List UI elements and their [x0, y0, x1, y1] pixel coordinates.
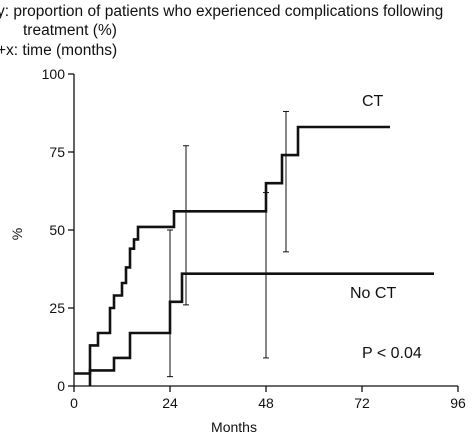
caption-y-line-cont: treatment (%): [23, 22, 117, 39]
y-tick-label: 75: [49, 144, 65, 160]
error-bar: [283, 110, 289, 253]
series-label-no-ct: No CT: [350, 285, 396, 302]
error-bar: [183, 145, 189, 306]
y-tick-label: 50: [49, 222, 65, 238]
x-tick-label: 0: [70, 395, 78, 411]
y-axis-ticks: 0 25 50 75 100: [42, 66, 74, 394]
series-line-no-ct: [88, 272, 434, 386]
x-tick-label: 48: [258, 395, 274, 411]
y-tick-label: 0: [57, 378, 65, 394]
x-axis-ticks: 0 24 48 72 96: [70, 386, 466, 411]
y-tick-label: 25: [49, 300, 65, 316]
series-line-ct: [74, 125, 390, 375]
series-layer: [74, 125, 434, 386]
x-tick-label: 72: [354, 395, 370, 411]
error-bars: [167, 110, 289, 378]
y-tick-label: 100: [42, 66, 66, 82]
caption-y-line: y: proportion of patients who experience…: [0, 3, 443, 20]
error-bar: [263, 192, 269, 359]
x-axis-title: Months: [211, 419, 257, 435]
x-tick-label: 96: [450, 395, 466, 411]
p-value-annotation: P < 0.04: [362, 345, 422, 362]
error-bar: [167, 229, 173, 378]
series-label-ct: CT: [362, 93, 384, 110]
y-axis-title: %: [9, 228, 25, 240]
caption-x-line: +x: time (months): [0, 42, 117, 59]
x-tick-label: 24: [162, 395, 178, 411]
